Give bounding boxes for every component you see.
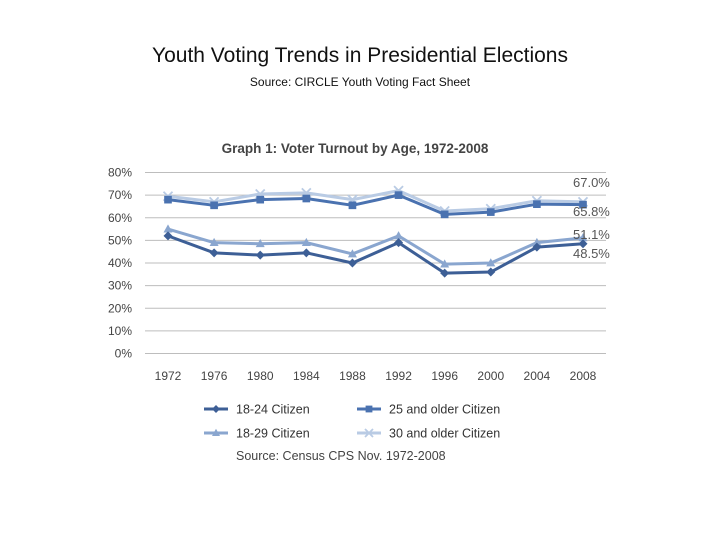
legend-item: 25 and older Citizen	[357, 403, 500, 417]
data-point-square	[302, 194, 311, 203]
legend: 18-24 Citizen 25 and older Citizen 18-29 C…	[204, 403, 500, 441]
end-value-label: 48.5%	[573, 246, 610, 261]
data-point-diamond	[532, 242, 542, 252]
y-tick-label: 70%	[108, 188, 132, 202]
data-point-triangle	[486, 258, 496, 267]
legend-item: 18-29 Citizen	[204, 427, 310, 441]
x-tick-label: 1984	[293, 369, 320, 383]
x-tick-label: 2000	[477, 369, 504, 383]
x-tick-label: 1980	[247, 369, 274, 383]
series-line	[167, 234, 584, 275]
chart-title: Graph 1: Voter Turnout by Age, 1972-2008	[222, 141, 489, 156]
data-point-square	[579, 200, 587, 209]
data-point-triangle	[578, 233, 588, 242]
chart-source: Source: Census CPS Nov. 1972-2008	[236, 449, 446, 463]
legend-label: 18-24 Citizen	[236, 403, 310, 417]
data-point-diamond	[578, 239, 588, 249]
data-point-triangle	[301, 237, 311, 247]
data-point-square	[348, 201, 357, 210]
series-lines	[162, 185, 589, 278]
legend-label: 25 and older Citizen	[389, 403, 500, 417]
data-point-triangle	[209, 237, 219, 247]
data-point-square	[533, 200, 541, 208]
series-18-24-citizen	[163, 231, 588, 278]
data-point-square	[256, 195, 265, 204]
legend-label: 18-29 Citizen	[236, 427, 310, 441]
data-point-square	[365, 405, 373, 413]
x-tick-label: 1976	[201, 369, 228, 383]
end-value-label: 51.1%	[573, 227, 610, 242]
data-point-diamond	[440, 268, 450, 278]
data-point-triangle	[440, 259, 450, 268]
legend-item: 18-24 Citizen	[204, 403, 310, 417]
data-point-triangle	[532, 237, 542, 247]
data-point-triangle	[212, 428, 220, 436]
legend-item: 30 and older Citizen	[357, 427, 500, 441]
y-tick-label: 20%	[108, 301, 132, 315]
y-axis-ticks: 0% 10% 20% 30% 40% 50% 60% 70% 80%	[108, 166, 132, 361]
end-labels: 67.0% 65.8% 51.1% 48.5%	[573, 175, 610, 261]
y-tick-label: 0%	[115, 347, 133, 361]
end-value-label: 67.0%	[573, 175, 610, 190]
x-tick-label: 1972	[155, 369, 182, 383]
data-point-square	[164, 195, 172, 204]
gridlines	[145, 172, 606, 354]
end-value-label: 65.8%	[573, 204, 610, 219]
series-18-29-citizen	[163, 224, 588, 268]
data-point-diamond	[163, 231, 173, 241]
y-tick-label: 50%	[108, 233, 132, 247]
data-point-diamond	[301, 248, 311, 258]
series-line	[167, 189, 584, 213]
series-line	[167, 193, 584, 216]
y-tick-label: 30%	[108, 279, 132, 293]
x-tick-label: 1992	[385, 369, 412, 383]
data-point-diamond	[212, 405, 220, 413]
data-point-diamond	[486, 267, 496, 277]
y-tick-label: 60%	[108, 211, 132, 225]
data-point-triangle	[394, 231, 404, 240]
data-point-diamond	[255, 250, 265, 260]
data-point-square	[394, 191, 403, 199]
y-tick-label: 80%	[108, 166, 132, 180]
slide-title: Youth Voting Trends in Presidential Elec…	[152, 44, 568, 67]
data-point-square	[210, 201, 218, 210]
x-tick-label: 1988	[339, 369, 366, 383]
slide-subtitle: Source: CIRCLE Youth Voting Fact Sheet	[249, 75, 471, 89]
data-point-diamond	[394, 238, 404, 248]
x-tick-label: 1996	[431, 369, 458, 383]
data-point-triangle	[163, 224, 173, 233]
x-tick-label: 2004	[524, 369, 551, 383]
x-axis-ticks: 1972 1976 1980 1984 1988 1992 1996 2000 2004 2008	[155, 369, 597, 383]
y-tick-label: 10%	[108, 324, 132, 338]
data-point-triangle	[255, 239, 265, 248]
series-25-and-older-citizen	[164, 191, 587, 219]
data-point-x	[364, 428, 374, 438]
legend-label: 30 and older Citizen	[389, 427, 500, 441]
y-tick-label: 40%	[108, 256, 132, 270]
x-tick-label: 2008	[570, 369, 597, 383]
data-point-triangle	[347, 249, 357, 258]
series-line	[167, 227, 584, 266]
data-point-square	[440, 210, 449, 219]
data-point-diamond	[209, 248, 219, 258]
data-point-diamond	[347, 258, 357, 268]
data-point-square	[486, 208, 495, 216]
